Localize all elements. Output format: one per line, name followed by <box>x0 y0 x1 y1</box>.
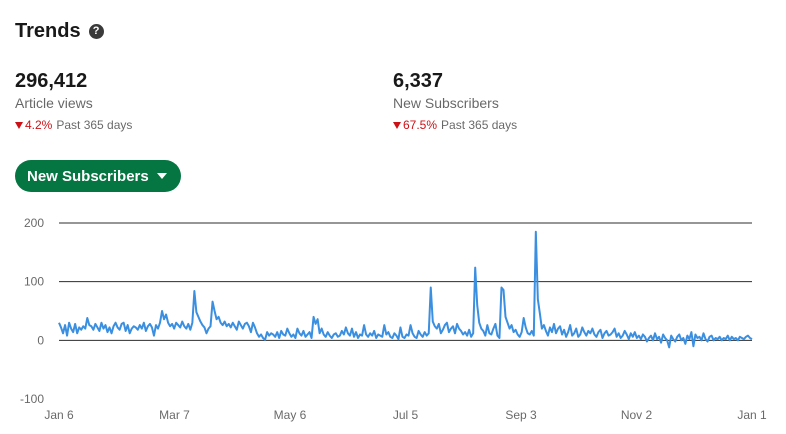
metric-change-period: Past 365 days <box>441 118 518 132</box>
y-tick-label: 200 <box>24 216 44 230</box>
metric-change: 67.5% Past 365 days <box>393 118 517 133</box>
question-circle-icon[interactable]: ? <box>88 23 104 39</box>
x-tick-label: May 6 <box>274 408 307 422</box>
y-tick-label: 100 <box>24 275 44 289</box>
metric-article-views: 296,412 Article views 4.2% Past 365 days <box>15 68 132 133</box>
metric-label: New Subscribers <box>393 95 499 111</box>
metric-change: 4.2% Past 365 days <box>15 118 132 133</box>
metric-new-subscribers: 6,337 New Subscribers 67.5% Past 365 day… <box>393 68 517 133</box>
x-tick-label: Mar 7 <box>159 408 190 422</box>
y-tick-label: -100 <box>20 392 44 406</box>
x-tick-label: Jan 1 <box>737 408 767 422</box>
metric-label: Article views <box>15 95 93 111</box>
metric-change-period: Past 365 days <box>56 118 133 132</box>
metric-change-percent: 4.2% <box>25 118 53 132</box>
x-tick-label: Sep 3 <box>505 408 537 422</box>
x-tick-label: Nov 2 <box>621 408 653 422</box>
trend-down-icon <box>393 122 401 129</box>
y-tick-label: 0 <box>37 333 44 347</box>
x-tick-label: Jul 5 <box>393 408 419 422</box>
trends-header: Trends ? <box>15 18 104 44</box>
metric-change-percent: 67.5% <box>403 118 438 132</box>
subscribers-line-chart: -100 0 100 200 Jan 6 Mar 7 May 6 Jul 5 Sep 3 Nov … <box>20 216 767 422</box>
caret-down-icon <box>156 173 167 179</box>
metric-value: 296,412 <box>15 70 88 92</box>
dropdown-label: New Subscribers <box>27 167 149 185</box>
series-line <box>58 230 753 349</box>
section-title: Trends <box>15 20 81 42</box>
trend-down-icon <box>15 122 23 129</box>
metric-value: 6,337 <box>393 70 444 92</box>
metric-select-dropdown[interactable]: New Subscribers <box>15 160 181 192</box>
x-tick-label: Jan 6 <box>44 408 74 422</box>
